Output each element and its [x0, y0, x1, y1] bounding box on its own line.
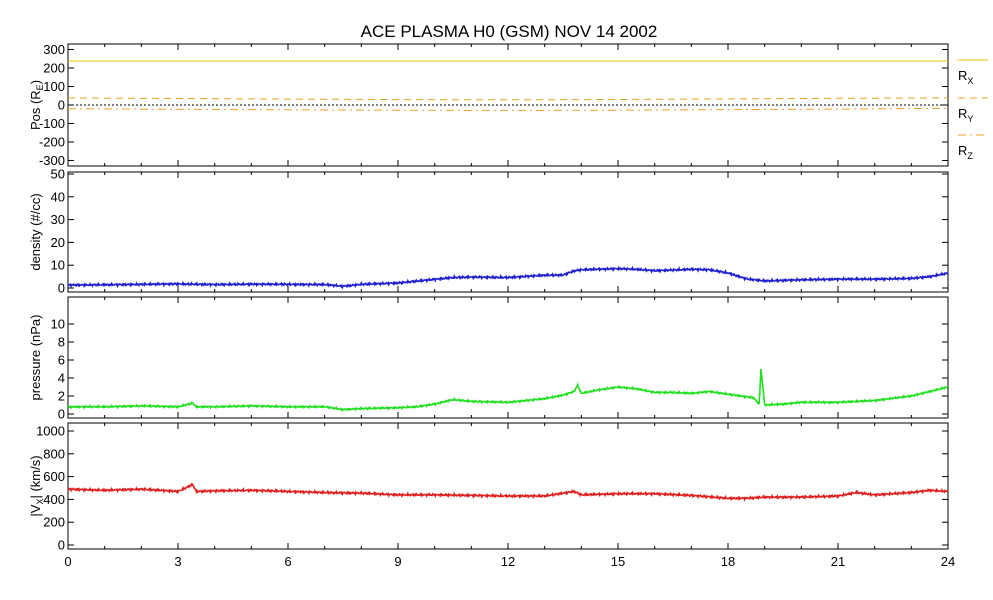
y-tick-label: 2	[58, 389, 65, 404]
y-tick-label: 20	[51, 235, 65, 250]
y-tick-label: 100	[43, 79, 65, 94]
x-tick-label: 18	[721, 554, 735, 569]
y-tick-label: 8	[58, 335, 65, 350]
panel-frame-vx	[67, 422, 949, 550]
y-tick-label: -300	[39, 153, 65, 168]
series-line-vx-0	[67, 482, 949, 502]
panel-frame-density	[67, 171, 949, 293]
y-tick-label: 0	[58, 407, 65, 422]
y-tick-label: -200	[39, 134, 65, 149]
y-tick-label: 200	[43, 61, 65, 76]
x-tick-label: 3	[174, 554, 181, 569]
legend-label-Y: RY	[958, 106, 973, 124]
y-tick-label: 400	[43, 492, 65, 507]
x-tick-label: 15	[611, 554, 625, 569]
legend-label-X: RX	[958, 68, 973, 86]
series-line-pressure-0	[67, 369, 948, 412]
panel-frame-pressure	[67, 296, 949, 419]
y-tick-label: 600	[43, 469, 65, 484]
x-tick-label: 12	[501, 554, 515, 569]
series-line-pos-1	[67, 97, 949, 101]
x-tick-label: 21	[831, 554, 845, 569]
legend-label-Z: RZ	[958, 143, 973, 161]
x-tick-label: 9	[394, 554, 401, 569]
y-tick-label: 10	[51, 317, 65, 332]
y-tick-label: -100	[39, 116, 65, 131]
series-line-density-0	[67, 265, 949, 290]
y-axis-label-pressure: pressure (nPa)	[28, 315, 43, 401]
y-tick-label: 50	[51, 167, 65, 182]
y-tick-label: 0	[58, 98, 65, 113]
series-line-pos-2	[67, 107, 949, 111]
y-tick-label: 0	[58, 281, 65, 296]
y-tick-label: 6	[58, 353, 65, 368]
x-tick-label: 0	[64, 554, 71, 569]
y-axis-label-vx: |VX| (km/s)	[28, 455, 45, 516]
x-tick-label: 6	[284, 554, 291, 569]
y-axis-label-density: density (#/cc)	[28, 193, 43, 270]
y-tick-label: 0	[58, 538, 65, 553]
y-tick-label: 300	[43, 42, 65, 57]
y-tick-label: 800	[43, 446, 65, 461]
y-tick-label: 10	[51, 258, 65, 273]
chart-title: ACE PLASMA H0 (GSM) NOV 14 2002	[361, 22, 658, 41]
y-tick-label: 1000	[36, 424, 65, 439]
y-tick-label: 30	[51, 212, 65, 227]
x-tick-label: 24	[941, 554, 955, 569]
y-tick-label: 40	[51, 189, 65, 204]
y-axis-label-pos: Pos (RE)	[28, 80, 45, 130]
y-tick-label: 4	[58, 371, 65, 386]
y-tick-label: 200	[43, 515, 65, 530]
